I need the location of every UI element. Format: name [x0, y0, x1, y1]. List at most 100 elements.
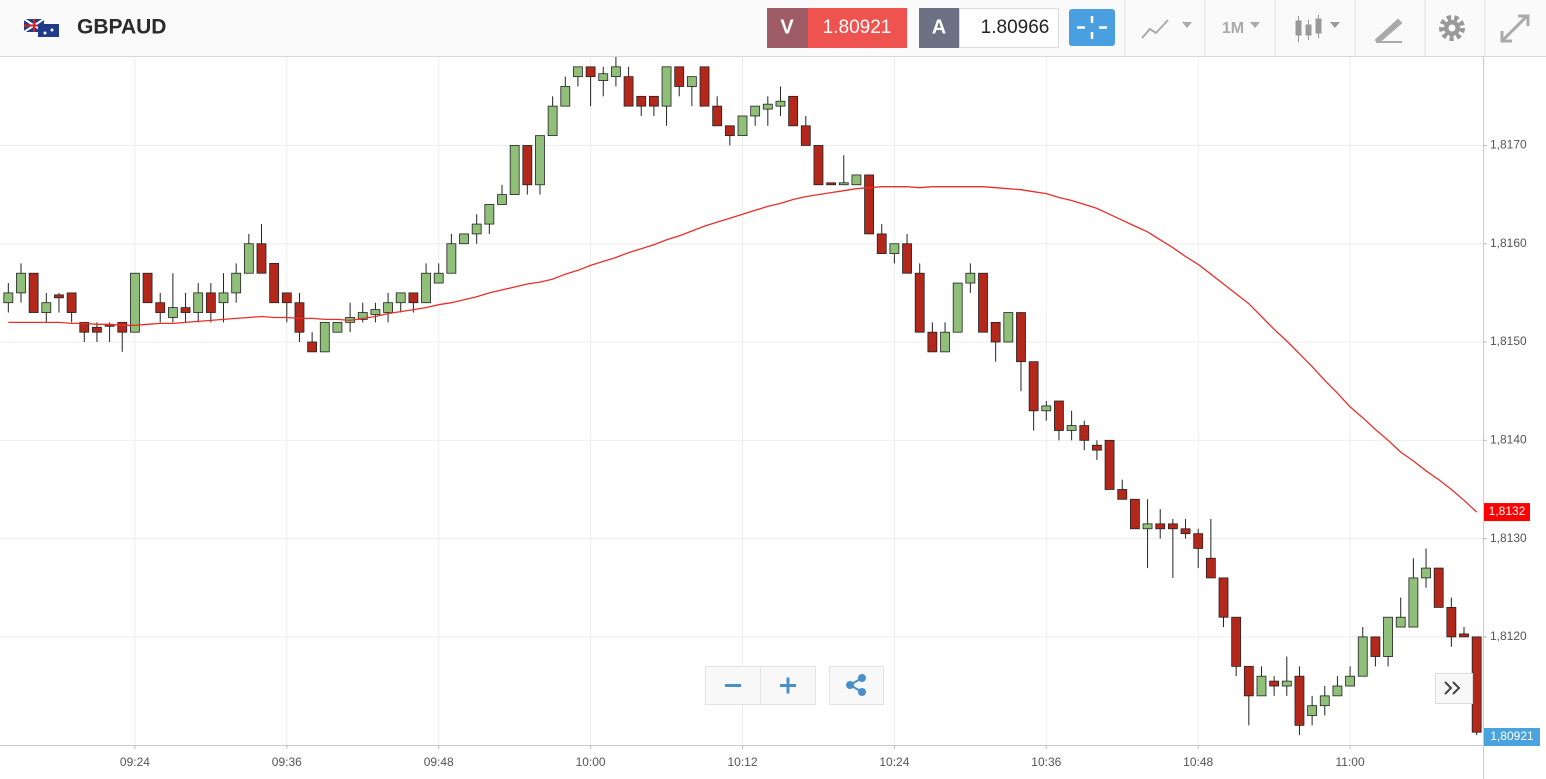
x-tick-label: 10:00: [576, 755, 606, 769]
candle-body: [889, 243, 900, 254]
settings-button[interactable]: [1439, 15, 1465, 41]
x-tick-label: 10:48: [1183, 755, 1213, 769]
x-tick-label: 09:36: [272, 755, 302, 769]
candle-body: [1408, 577, 1419, 628]
candle-body: [838, 182, 849, 186]
ma-price-label: 1,8132: [1489, 504, 1526, 518]
buy-price-box[interactable]: [959, 8, 1059, 48]
candle-body: [775, 100, 786, 107]
candle-body: [712, 105, 723, 127]
candle-body: [383, 302, 393, 313]
y-tick-label: 1,8120: [1490, 629, 1527, 643]
candle-body: [167, 307, 178, 318]
candle-body: [256, 243, 267, 274]
candle-body: [927, 331, 938, 353]
candle-body: [1256, 675, 1267, 697]
zoom-in-button[interactable]: [760, 666, 816, 705]
candle-body: [130, 272, 140, 333]
candle-body: [547, 105, 558, 137]
candle-body: [1294, 675, 1305, 726]
timeframe-button[interactable]: 1M: [1222, 20, 1260, 37]
y-tick-label: 1,8140: [1490, 432, 1527, 446]
toolbar-separators: [1124, 0, 1486, 56]
y-tick-label: 1,8150: [1490, 334, 1527, 348]
timeframe: 1M: [1222, 20, 1244, 37]
candle-body: [16, 272, 26, 294]
candle-body: [598, 73, 609, 81]
candle-body: [281, 292, 292, 304]
candle-body: [205, 292, 216, 313]
candle-body: [1383, 616, 1393, 657]
x-tick-label: 10:36: [1031, 755, 1061, 769]
candle-body: [180, 307, 191, 313]
candle-body: [750, 105, 761, 117]
candle-body: [522, 145, 533, 186]
sell-button[interactable]: [767, 8, 808, 48]
candle-body: [699, 66, 710, 107]
buy-button[interactable]: [919, 8, 959, 48]
ma-price-tag: [1484, 503, 1530, 522]
scroll-end-button[interactable]: [1435, 673, 1473, 704]
candle-body: [661, 66, 672, 107]
moving-average: [8, 186, 1478, 513]
candle-body: [243, 243, 254, 274]
candle-body: [826, 182, 837, 186]
zoom-out-button[interactable]: [705, 666, 761, 705]
candle-body: [408, 292, 419, 304]
candle-body: [117, 321, 128, 333]
candle-body: [1180, 528, 1191, 535]
candle-body: [1193, 533, 1204, 549]
candle-body: [142, 272, 153, 304]
candle-body: [155, 302, 166, 313]
share-button[interactable]: [829, 666, 884, 705]
candle-body: [446, 243, 457, 274]
flag-icon: [23, 18, 59, 37]
candle-body: [1446, 607, 1457, 638]
candle-body: [1003, 312, 1014, 343]
candle-body: [1345, 675, 1355, 687]
candle-body: [1028, 361, 1039, 412]
candle-body: [1155, 523, 1166, 530]
candle-body: [1142, 523, 1153, 530]
crosshair-button[interactable]: [1069, 9, 1115, 46]
candle-body: [1459, 633, 1469, 638]
candle-body: [231, 272, 242, 294]
candle-body: [294, 302, 305, 333]
candle-body: [914, 272, 925, 333]
candle-body: [1357, 636, 1368, 677]
candle-body: [1041, 405, 1052, 412]
chart-type-button[interactable]: [1295, 15, 1340, 42]
candle-body: [1054, 400, 1064, 431]
candle-body: [1117, 489, 1128, 500]
fullscreen-button[interactable]: [1500, 14, 1530, 43]
candle-body: [724, 125, 735, 137]
candle-body: [1319, 695, 1330, 707]
candle-body: [1079, 425, 1090, 441]
candle-body: [497, 194, 507, 205]
candle-body: [648, 95, 659, 107]
candle-body: [1421, 567, 1431, 579]
candle-body: [737, 115, 748, 137]
x-tick-label: 09:48: [424, 755, 454, 769]
y-tick-label: 1,8170: [1490, 138, 1527, 152]
candle-body: [1167, 523, 1178, 530]
candle-body: [851, 174, 862, 186]
sell-price-box[interactable]: [808, 8, 907, 48]
candle-body: [92, 326, 102, 333]
candle-body: [1370, 636, 1381, 657]
y-tick-label: 1,8160: [1490, 236, 1527, 250]
candle-body: [218, 292, 229, 304]
candle-body: [1269, 680, 1280, 687]
candle-body: [1243, 665, 1254, 697]
candle-body: [79, 321, 90, 333]
candle-body: [395, 292, 406, 304]
draw-button[interactable]: [1374, 18, 1403, 44]
candle-body: [1130, 498, 1140, 530]
candle-body: [864, 174, 874, 235]
x-tick-label: 09:24: [120, 755, 150, 769]
candle-body: [1016, 312, 1026, 363]
candle-body: [332, 321, 343, 333]
candle-body: [66, 292, 77, 313]
indicator-button[interactable]: [1141, 19, 1192, 39]
